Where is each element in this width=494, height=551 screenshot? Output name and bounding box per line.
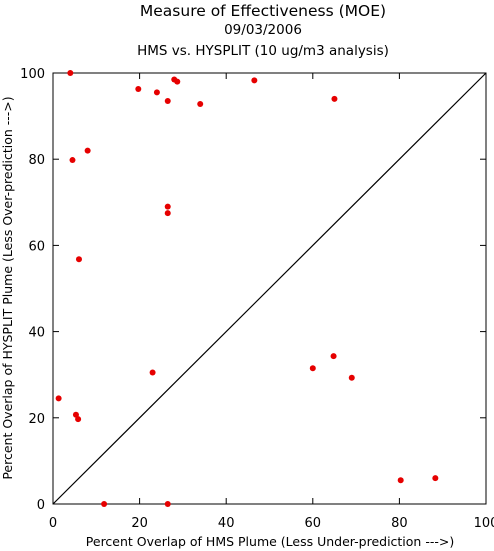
chart-subtitle: HMS vs. HYSPLIT (10 ug/m3 analysis)	[137, 43, 389, 59]
data-point	[75, 256, 82, 263]
data-point	[135, 85, 142, 92]
data-points	[55, 70, 439, 507]
y-tick-label: 20	[28, 412, 45, 427]
x-axis-label: Percent Overlap of HMS Plume (Less Under…	[86, 534, 454, 549]
y-tick-label: 60	[28, 239, 45, 254]
y-axis-label: Percent Overlap of HYSPLIT Plume (Less O…	[0, 96, 15, 479]
data-point	[67, 70, 74, 76]
data-point	[101, 501, 108, 507]
data-point	[55, 395, 62, 402]
chart-title: Measure of Effectiveness (MOE)	[140, 2, 386, 20]
y-tick-label: 40	[28, 326, 45, 341]
data-point	[197, 101, 204, 108]
plot-frame	[52, 72, 487, 505]
data-point	[174, 78, 181, 85]
chart-date: 09/03/2006	[224, 22, 302, 38]
x-tick-label: 0	[49, 516, 57, 531]
data-point	[164, 210, 171, 217]
data-point	[330, 353, 337, 360]
data-point	[75, 416, 82, 423]
data-point	[153, 89, 160, 96]
y-tick-label: 0	[37, 498, 45, 513]
data-point	[164, 501, 171, 507]
x-axis-ticks: 0 20 40 60 80 100	[49, 73, 494, 531]
data-point	[331, 95, 338, 102]
data-point	[251, 77, 258, 84]
data-point	[309, 365, 316, 372]
data-point	[397, 477, 404, 484]
data-point	[84, 147, 91, 154]
x-tick-label: 40	[218, 516, 235, 531]
y-axis-ticks: 0 20 40 60 80 100	[20, 67, 486, 513]
data-point	[432, 475, 439, 482]
data-point	[149, 369, 156, 376]
x-tick-label: 100	[474, 516, 494, 531]
diagonal-reference-line	[52, 72, 487, 505]
data-point	[164, 203, 171, 210]
data-point	[69, 157, 76, 164]
x-tick-label: 60	[305, 516, 322, 531]
y-tick-label: 100	[20, 67, 45, 82]
x-tick-label: 80	[391, 516, 408, 531]
data-point	[348, 374, 355, 381]
data-point	[164, 98, 171, 105]
x-tick-label: 20	[131, 516, 148, 531]
y-tick-label: 80	[28, 153, 45, 168]
